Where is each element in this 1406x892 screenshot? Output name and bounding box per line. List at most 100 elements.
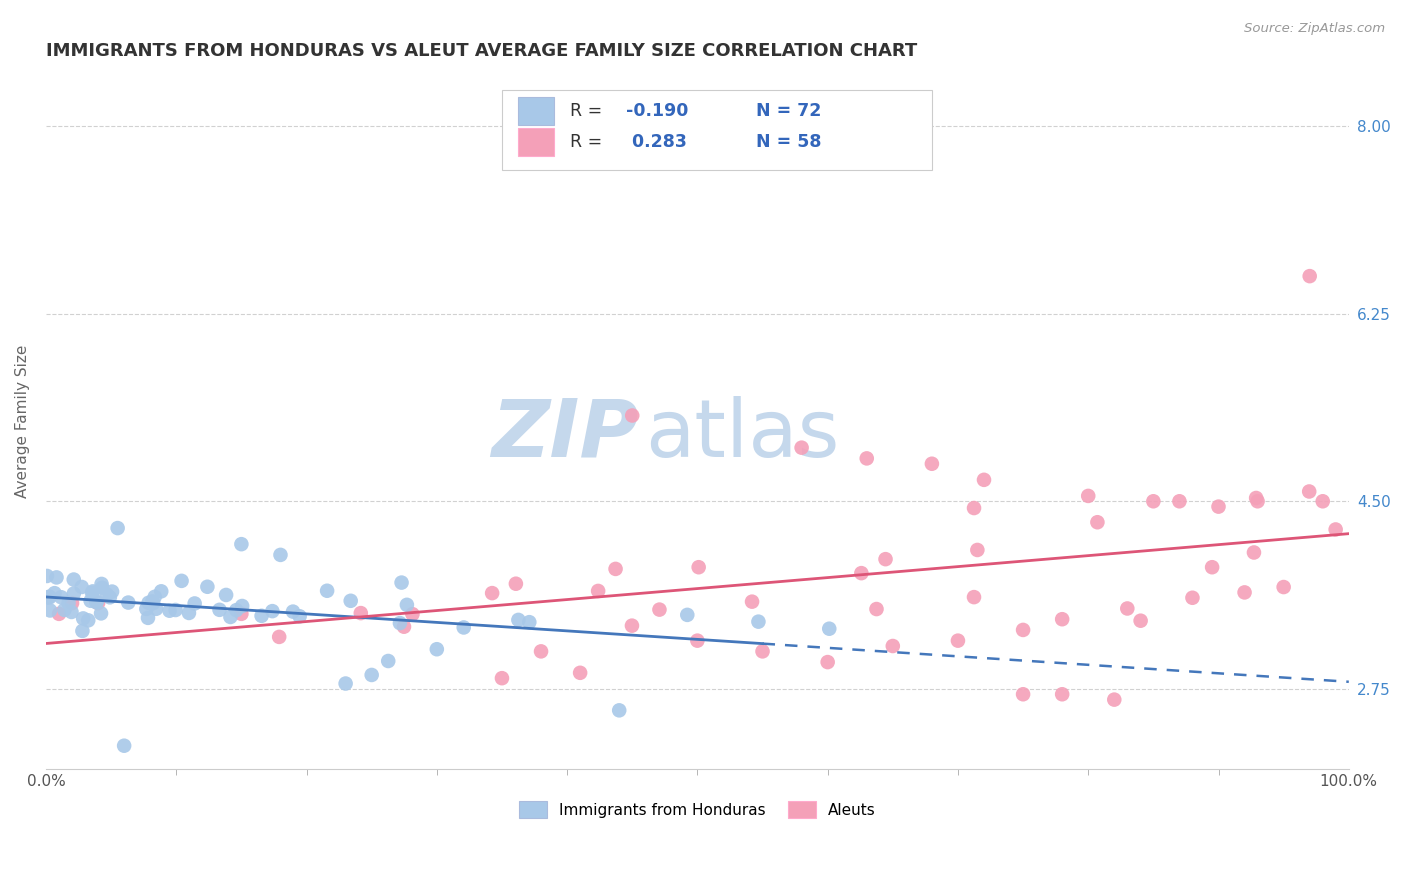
Point bbox=[453, 620, 475, 634]
Point bbox=[143, 590, 166, 604]
Point bbox=[38, 590, 60, 604]
Point bbox=[620, 618, 643, 632]
Point bbox=[875, 552, 897, 566]
Point bbox=[1050, 612, 1073, 626]
Point bbox=[491, 671, 513, 685]
Text: 0.283: 0.283 bbox=[626, 133, 686, 151]
Point bbox=[269, 548, 291, 562]
Point bbox=[62, 573, 84, 587]
Point bbox=[921, 457, 943, 471]
Point bbox=[966, 543, 988, 558]
Point bbox=[569, 665, 592, 680]
Point bbox=[426, 642, 449, 657]
Point bbox=[1246, 494, 1268, 508]
Point bbox=[316, 583, 339, 598]
Point bbox=[170, 574, 193, 588]
Point bbox=[946, 633, 969, 648]
Point bbox=[1168, 494, 1191, 508]
Point bbox=[1012, 687, 1035, 701]
Point bbox=[1087, 515, 1109, 529]
Point bbox=[882, 639, 904, 653]
Point bbox=[481, 586, 503, 600]
Point bbox=[208, 603, 231, 617]
Point bbox=[262, 604, 284, 618]
Point bbox=[1208, 500, 1230, 514]
Point bbox=[1142, 494, 1164, 508]
Text: N = 58: N = 58 bbox=[756, 133, 821, 151]
Point bbox=[865, 602, 887, 616]
Point bbox=[60, 596, 83, 610]
Point bbox=[51, 591, 73, 605]
Point bbox=[39, 603, 62, 617]
Point bbox=[87, 596, 110, 610]
Text: IMMIGRANTS FROM HONDURAS VS ALEUT AVERAGE FAMILY SIZE CORRELATION CHART: IMMIGRANTS FROM HONDURAS VS ALEUT AVERAG… bbox=[46, 42, 917, 60]
Text: ZIP: ZIP bbox=[491, 396, 638, 474]
Point bbox=[98, 591, 121, 605]
Point bbox=[360, 668, 382, 682]
Point bbox=[621, 409, 644, 423]
FancyBboxPatch shape bbox=[517, 97, 554, 125]
Point bbox=[1104, 692, 1126, 706]
Point bbox=[107, 521, 129, 535]
Point bbox=[38, 591, 60, 605]
Point bbox=[86, 595, 108, 609]
Point bbox=[165, 603, 187, 617]
Point bbox=[1299, 269, 1322, 284]
Point bbox=[395, 598, 418, 612]
Text: R =: R = bbox=[569, 133, 607, 151]
Point bbox=[1012, 623, 1035, 637]
Point bbox=[530, 644, 553, 658]
Point bbox=[77, 613, 100, 627]
Point bbox=[96, 587, 118, 601]
Point bbox=[112, 739, 135, 753]
Point bbox=[855, 451, 877, 466]
Point bbox=[159, 604, 181, 618]
Point bbox=[177, 606, 200, 620]
Point bbox=[90, 607, 112, 621]
Point bbox=[688, 560, 710, 574]
Point bbox=[150, 584, 173, 599]
Point bbox=[90, 577, 112, 591]
Point bbox=[70, 580, 93, 594]
Point bbox=[79, 594, 101, 608]
Point bbox=[225, 603, 247, 617]
Point bbox=[817, 655, 839, 669]
Point bbox=[1233, 585, 1256, 599]
Point bbox=[1077, 489, 1099, 503]
Point bbox=[219, 610, 242, 624]
Point bbox=[751, 644, 773, 658]
Point bbox=[1181, 591, 1204, 605]
Y-axis label: Average Family Size: Average Family Size bbox=[15, 344, 30, 498]
Text: R =: R = bbox=[569, 102, 607, 120]
Point bbox=[231, 607, 253, 621]
Point bbox=[91, 581, 114, 595]
Point bbox=[1272, 580, 1295, 594]
Point bbox=[250, 608, 273, 623]
Point bbox=[973, 473, 995, 487]
Point bbox=[401, 607, 423, 622]
Point bbox=[117, 596, 139, 610]
Point bbox=[741, 595, 763, 609]
Point bbox=[676, 607, 699, 622]
Point bbox=[392, 620, 415, 634]
Point bbox=[747, 615, 769, 629]
Point bbox=[82, 584, 104, 599]
Text: atlas: atlas bbox=[645, 396, 839, 474]
Point bbox=[141, 594, 163, 608]
Point bbox=[35, 569, 58, 583]
FancyBboxPatch shape bbox=[502, 90, 932, 170]
Point bbox=[686, 633, 709, 648]
Point bbox=[142, 596, 165, 610]
Point bbox=[963, 590, 986, 604]
Point bbox=[1201, 560, 1223, 574]
Point bbox=[58, 596, 80, 610]
Point bbox=[818, 622, 841, 636]
Point bbox=[145, 602, 167, 616]
Point bbox=[648, 602, 671, 616]
Point bbox=[963, 501, 986, 516]
Point bbox=[1312, 494, 1334, 508]
Point bbox=[183, 597, 205, 611]
Text: N = 72: N = 72 bbox=[756, 102, 821, 120]
Point bbox=[269, 630, 291, 644]
Point bbox=[1129, 614, 1152, 628]
